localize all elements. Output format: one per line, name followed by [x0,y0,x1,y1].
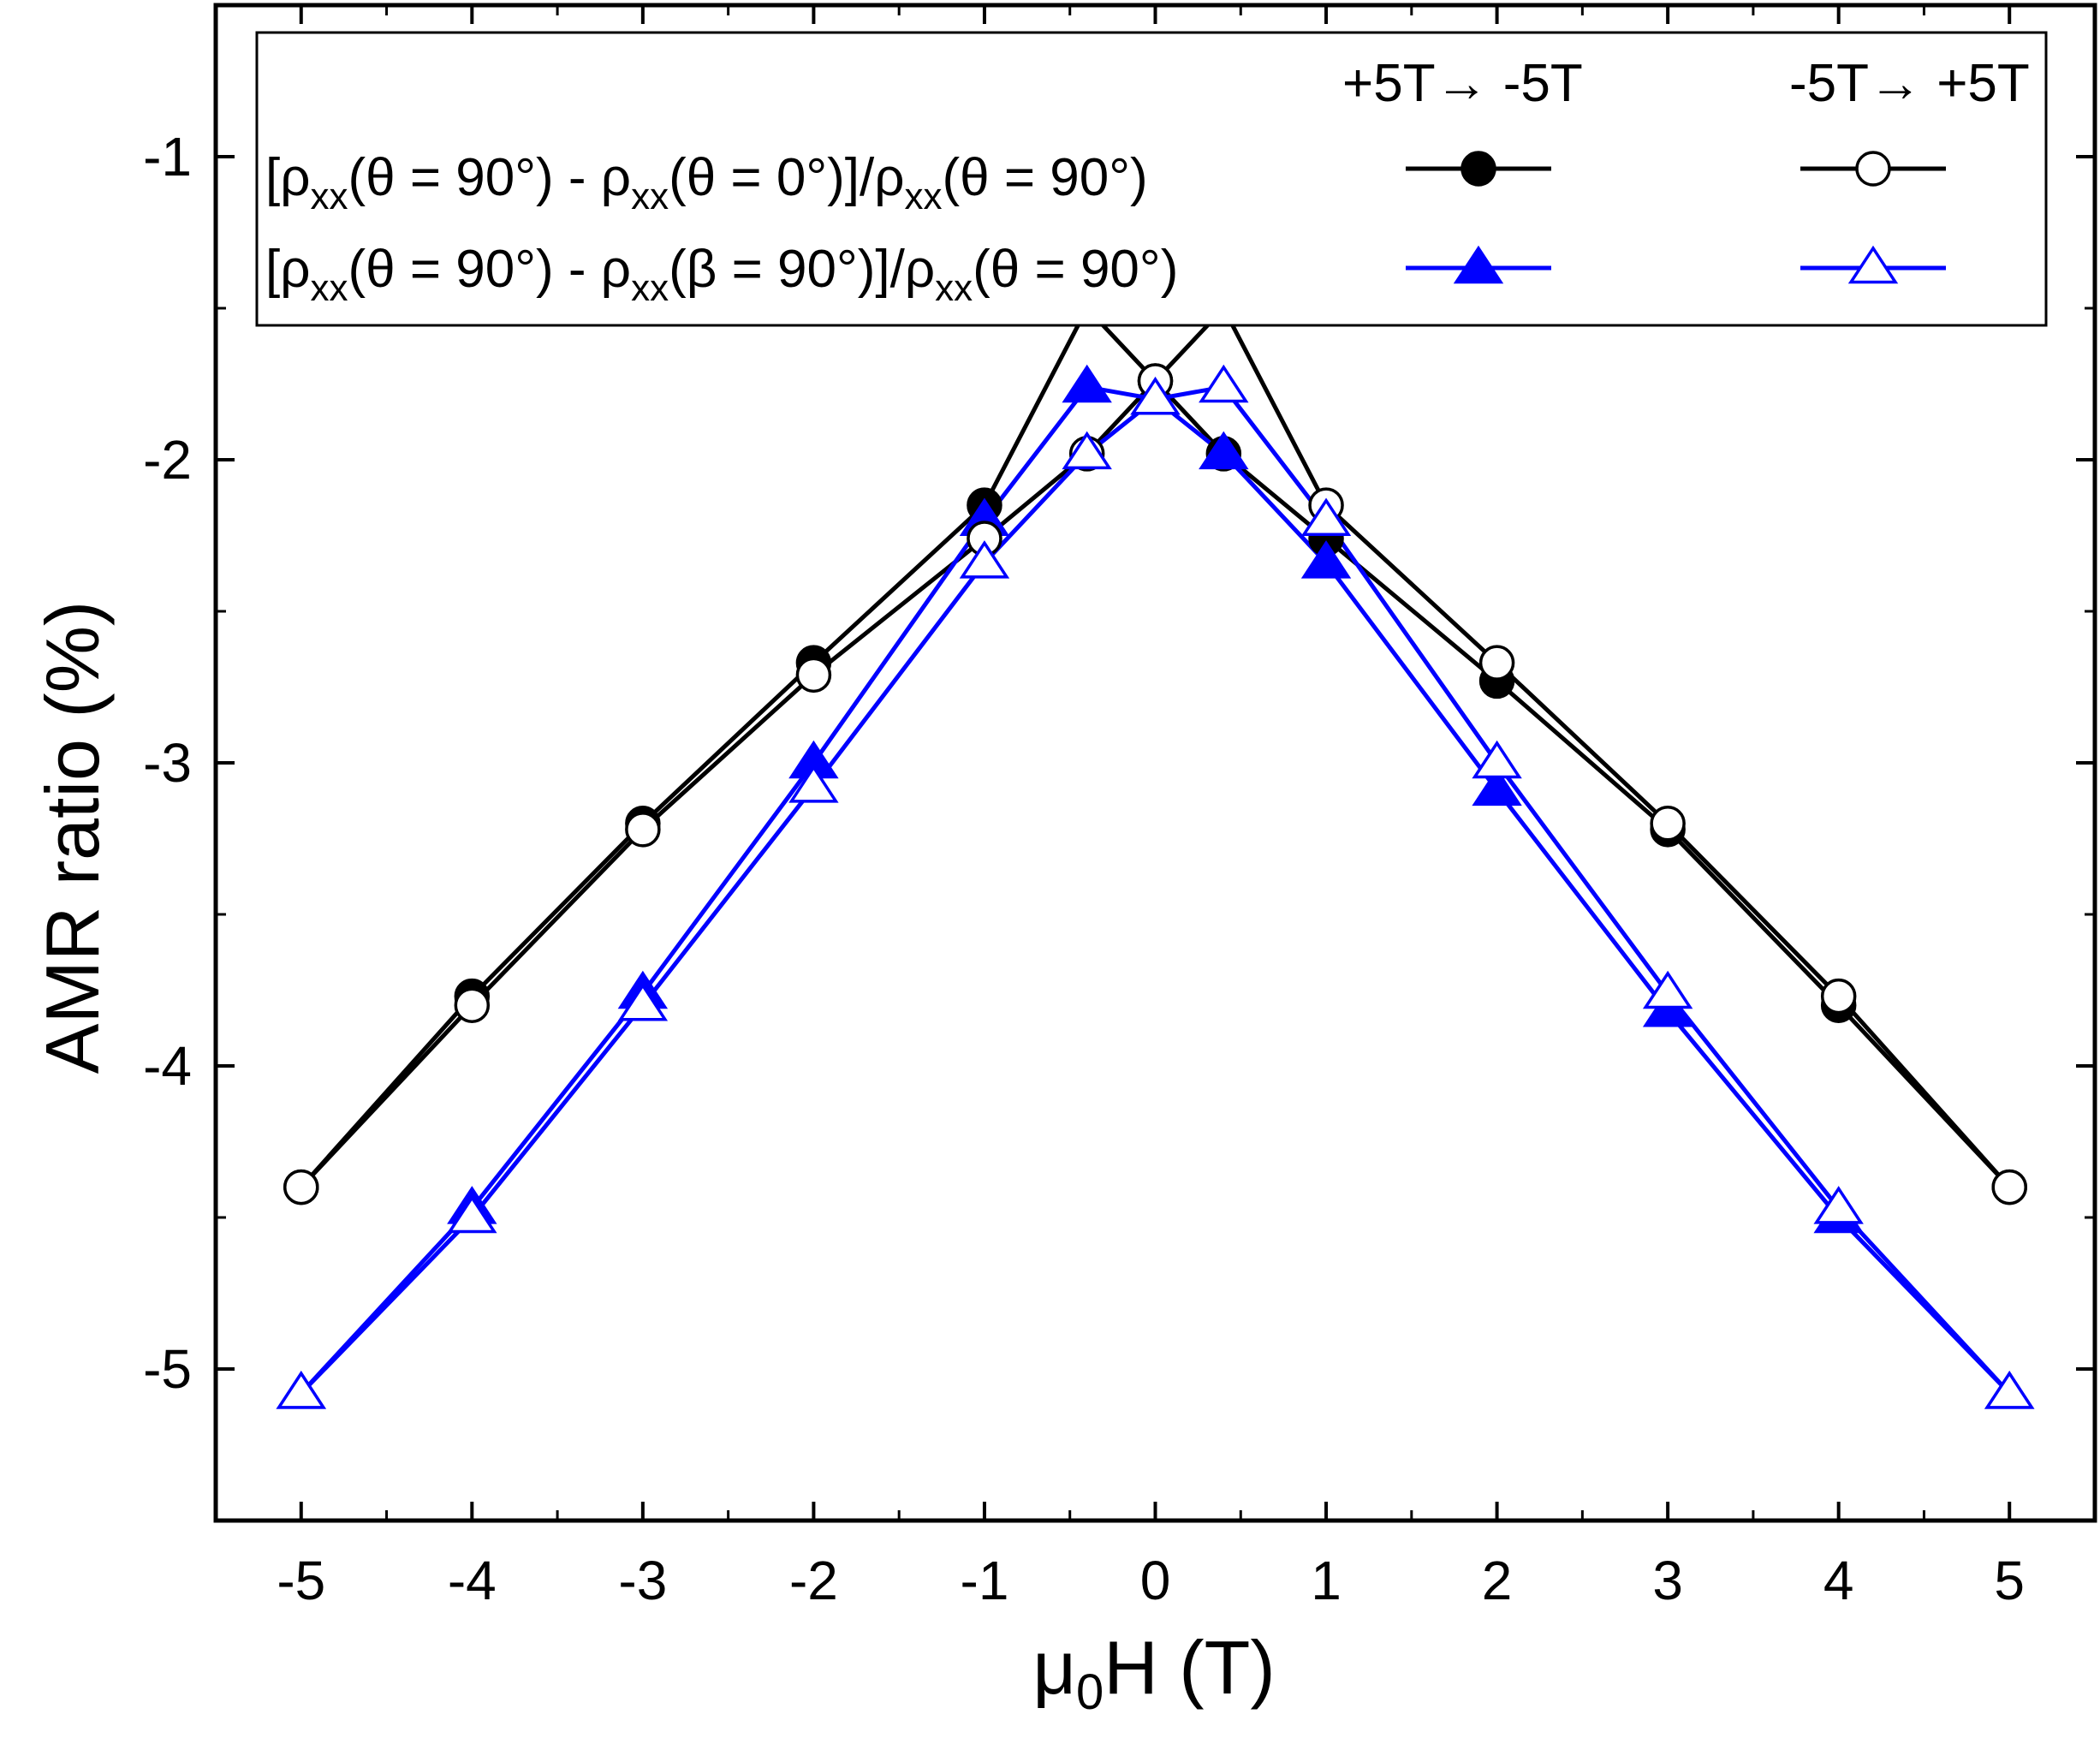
x-tick-label: -5 [277,1550,325,1611]
legend-text-part: (θ = 0°)]/ρ [669,148,904,207]
beta-sweep-down-point [1062,364,1112,403]
beta-sweep-up-point [1642,970,1693,1009]
legend-sample-marker [1847,245,1899,284]
beta-sweep-up-point [1062,431,1112,470]
y-tick-label: -5 [143,1338,192,1400]
legend-subscript: xx [631,267,669,309]
x-tick-label: 1 [1311,1550,1342,1611]
x-axis-title: μ0H (T) [1032,1625,1275,1720]
beta-sweep-up-point [788,765,839,803]
x-title-mu: μ [1032,1625,1076,1710]
beta-sweep-up-point [447,1194,497,1234]
beta-sweep-up-point [276,1371,326,1409]
theta-sweep-down-line [299,306,2012,1189]
beta-sweep-up-point [1199,364,1249,403]
legend-header-down: +5T→ -5T [1342,54,1583,113]
legend-text-part: (θ = 90°) - ρ [348,148,632,207]
beta-sweep-down-point [1472,767,1522,807]
x-title-subscript: 0 [1076,1664,1104,1720]
legend-subscript: xx [935,267,973,309]
beta-sweep-up-point [617,982,669,1021]
series-layer [276,290,2035,1409]
legend-text-part: (θ = 90°) [973,240,1178,299]
beta-sweep-up-line [299,384,2012,1396]
legend: +5T→ -5T -5T→ +5T [ρxx​(θ = 90°) - ρxx​(… [255,31,2048,327]
x-tick-label: -1 [961,1550,1009,1611]
legend-text-part: [ρ [265,240,311,299]
legend-text-part: [ρ [265,148,311,207]
x-tick-label: 3 [1652,1550,1683,1611]
legend-text-part: (β = 90°)]/ρ [669,240,935,299]
beta-sweep-down-line [299,384,2012,1396]
x-title-rest: H (T) [1104,1625,1275,1710]
beta-sweep-down-point [1300,540,1352,579]
x-tick-label: 5 [1994,1550,2025,1611]
beta-sweep-up-point [1984,1371,2035,1409]
legend-sample-marker [1855,151,1891,187]
legend-subscript: xx [631,176,669,217]
y-axis-title: AMR ratio (%) [30,601,115,1074]
legend-header-up: -5T→ +5T [1789,54,2030,113]
y-tick-label: -4 [143,1035,192,1097]
y-tick-label: -3 [143,732,192,794]
legend-text-part: (θ = 90°) - ρ [348,240,632,299]
legend-text-part: (θ = 90°) [943,148,1148,207]
beta-sweep-up-point [959,540,1010,579]
axis-ticks: -5 -4 -3 -2 -1 0 1 2 3 4 5 -5 -4 -3 -2 -1 [143,3,2097,1611]
y-tick-label: -2 [143,429,192,491]
beta-sweep-up-point [1130,376,1181,415]
legend-box [255,31,2048,327]
x-tick-label: 0 [1140,1550,1171,1611]
beta-sweep-up-point [1300,497,1352,537]
theta-sweep-up-point [1650,806,1686,842]
theta-sweep-up-point [1991,1169,2027,1205]
legend-sample-marker [1453,245,1504,284]
theta-sweep-up-point [625,812,661,848]
x-tick-label: -2 [789,1550,838,1611]
theta-sweep-up-point [1820,978,1857,1015]
legend-subscript: xx [311,176,348,217]
legend-sample-marker [1460,151,1496,187]
theta-sweep-up-point [454,987,491,1023]
legend-row-beta-label: [ρxx​(θ = 90°) - ρxx​(β = 90°)]/ρxx​(θ =… [265,240,1178,309]
x-tick-label: -3 [618,1550,667,1611]
x-tick-label: -4 [448,1550,497,1611]
legend-subscript: xx [905,176,943,217]
legend-subscript: xx [311,267,348,309]
theta-sweep-up-point [795,657,832,693]
y-tick-label: -1 [143,126,192,187]
legend-row-theta-label: [ρxx​(θ = 90°) - ρxx​(θ = 0°)]/ρxx​(θ = … [265,148,1148,217]
x-tick-label: 4 [1823,1550,1854,1611]
theta-sweep-up-point [283,1169,319,1205]
beta-sweep-up-point [1472,740,1522,779]
beta-sweep-down-point [1199,431,1249,470]
theta-sweep-up-line [299,306,2012,1189]
theta-sweep-up-point [1478,645,1515,681]
beta-sweep-up-point [1813,1186,1864,1224]
x-tick-label: 2 [1482,1550,1513,1611]
